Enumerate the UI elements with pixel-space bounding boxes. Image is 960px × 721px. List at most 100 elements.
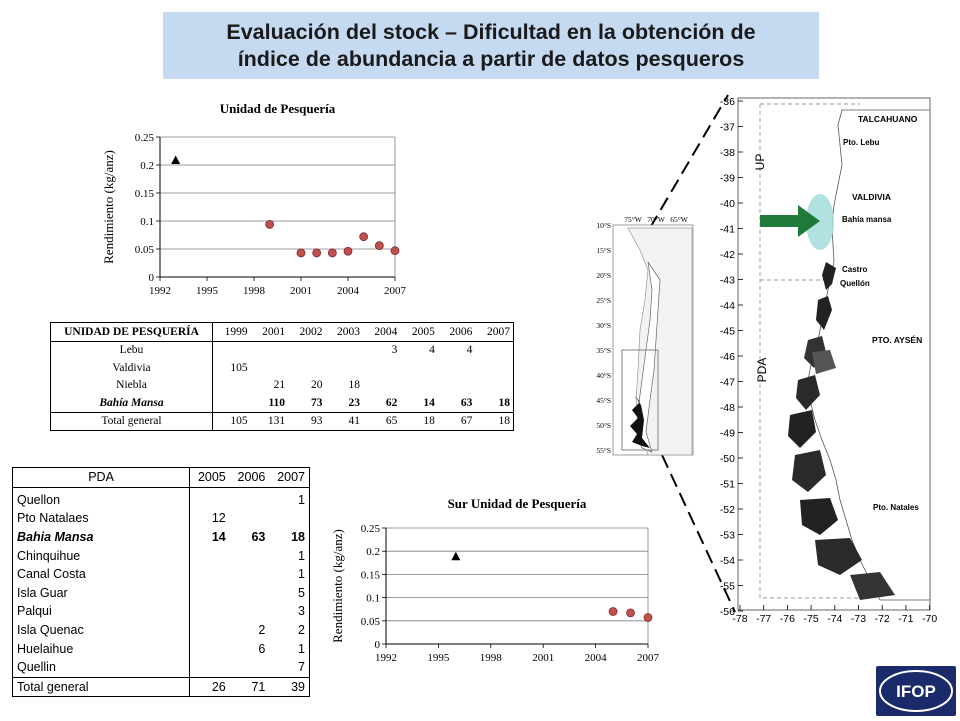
table-cell — [189, 564, 230, 584]
table-pda: PDA 2005 2006 2007 Quellon 1 Pto Natalaes 12 Bah… — [11, 467, 311, 698]
table-cell: 23 — [348, 396, 360, 409]
data-point — [327, 248, 337, 258]
arrow-icon — [760, 205, 820, 237]
map-lat-label: -38 — [720, 147, 735, 159]
place-label: TALCAHUANO — [858, 114, 918, 124]
data-point — [265, 219, 275, 229]
x-tick-label: 1998 — [480, 652, 503, 664]
table-cell: 18 — [475, 411, 515, 431]
table-cell — [189, 620, 230, 640]
row-label: Huelaihue — [11, 639, 191, 658]
zone-up-label: UP — [753, 154, 767, 171]
inset-lat-label: 10°S — [596, 221, 611, 230]
table-cell: 1 — [269, 546, 311, 565]
table-cell — [213, 377, 251, 395]
table-cell: 71 — [229, 676, 270, 698]
table-cell — [213, 394, 251, 412]
table-cell — [288, 359, 325, 377]
table-cell — [189, 602, 230, 621]
table-cell: 18 — [348, 379, 360, 392]
row-label: Valdivia — [50, 359, 213, 377]
table-row: Valdivia 105 — [50, 359, 515, 377]
map-lat-label: -41 — [720, 224, 735, 236]
table-total-row: Total general 26 71 39 — [11, 676, 311, 698]
table-cell: 105 — [230, 361, 248, 374]
header-year: 1999 — [212, 322, 251, 342]
row-label: Quellin — [11, 657, 191, 678]
table-cell: 12 — [189, 509, 230, 528]
logo-text: IFOP — [896, 682, 936, 701]
table-cell — [251, 359, 288, 377]
y-tick-label: 0.2 — [366, 546, 380, 558]
table-cell: 26 — [189, 676, 230, 698]
inset-lon-label: 75°W — [624, 215, 642, 224]
table-cell: 1 — [269, 639, 311, 658]
table-row: Pto Natalaes 12 — [11, 509, 311, 528]
table-cell: 67 — [437, 411, 476, 431]
table-cell — [438, 377, 475, 395]
table-row: Niebla 21 20 18 — [50, 376, 515, 395]
row-label: Isla Guar — [11, 583, 191, 603]
map-lon-label: -75 — [804, 613, 819, 625]
header-year: 2007 — [475, 322, 515, 342]
y-tick-label: 0.2 — [140, 160, 154, 172]
table-cell: 18 — [475, 394, 515, 412]
map-lon-label: -73 — [851, 613, 866, 625]
row-label: Isla Quenac — [11, 620, 191, 640]
chart-title: Sur Unidad de Pesquería — [448, 496, 587, 511]
x-tick-label: 1992 — [149, 285, 171, 297]
table-cell — [189, 657, 230, 678]
table-cell — [363, 377, 400, 395]
ifop-logo: IFOP — [876, 666, 956, 716]
y-tick-label: 0.25 — [135, 132, 155, 144]
map-lon-label: -74 — [827, 613, 842, 625]
map-lon-label: -76 — [780, 613, 795, 625]
table-cell — [250, 340, 289, 359]
table-cell — [230, 602, 270, 621]
table-cell: 65 — [362, 411, 401, 431]
x-tick-label: 2007 — [637, 652, 660, 664]
y-axis-label: Rendimiento (kg/anz) — [101, 150, 116, 264]
chart-sur-unidad-pesqueria: Sur Unidad de Pesquería 0 0.05 0.1 0.15 0.2 0.… — [330, 496, 660, 664]
table-cell: 4 — [400, 340, 438, 359]
table-cell — [230, 565, 270, 584]
map-lat-label: -51 — [720, 479, 735, 491]
table-row: Palqui 3 — [11, 602, 311, 621]
table-cell: 1 — [269, 564, 311, 584]
map-lat-label: -56 — [720, 606, 735, 618]
table-cell — [363, 359, 400, 377]
table-cell — [189, 639, 230, 658]
chart-title: Unidad de Pesquería — [220, 101, 336, 116]
y-tick-label: 0.1 — [366, 593, 380, 605]
y-tick-label: 0 — [149, 272, 155, 284]
map-lon-label: -72 — [875, 613, 890, 625]
data-point — [643, 613, 653, 622]
table-cell: 73 — [311, 396, 323, 409]
table-cell: 39 — [269, 676, 311, 698]
y-axis-label: Rendimiento (kg/anz) — [330, 529, 345, 643]
chart-unidad-pesqueria: Unidad de Pesquería 0 0.05 0.1 0.15 0.2 0.25 19… — [101, 101, 407, 297]
inset-lat-label: 25°S — [596, 296, 611, 305]
row-label: Total general — [11, 676, 191, 698]
inset-lat-label: 30°S — [596, 321, 611, 330]
table-cell — [189, 546, 230, 565]
table-header-row: PDA 2005 2006 2007 — [11, 467, 311, 488]
header-year: 2007 — [269, 467, 311, 488]
inset-lat-label: 45°S — [596, 396, 611, 405]
map-lat-label: -46 — [720, 351, 735, 363]
table-cell: 3 — [362, 340, 401, 359]
data-point — [608, 607, 618, 616]
place-label: VALDIVIA — [852, 192, 891, 202]
inset-lat-label: 55°S — [596, 446, 611, 455]
table-row: Bahía Mansa 110 73 23 62 14 63 18 — [50, 394, 515, 412]
table-row: Total general 105 131 93 41 65 18 67 18 — [50, 411, 515, 431]
map-lat-label: -37 — [720, 122, 735, 134]
table-row: Bahia Mansa 14 63 18 — [11, 527, 311, 547]
inset-map: 75°W 70°W 65°W 10°S 15°S 20°S 25°S 30°S 35°S 40°S… — [596, 215, 694, 456]
table-cell: 105 — [212, 411, 251, 431]
data-point-triangle — [451, 551, 461, 561]
data-point-triangle — [171, 155, 181, 165]
slide-title: Evaluación del stock – Dificultad en la … — [163, 12, 819, 79]
table-cell: 2 — [269, 620, 311, 640]
row-label: Total general — [50, 411, 213, 431]
